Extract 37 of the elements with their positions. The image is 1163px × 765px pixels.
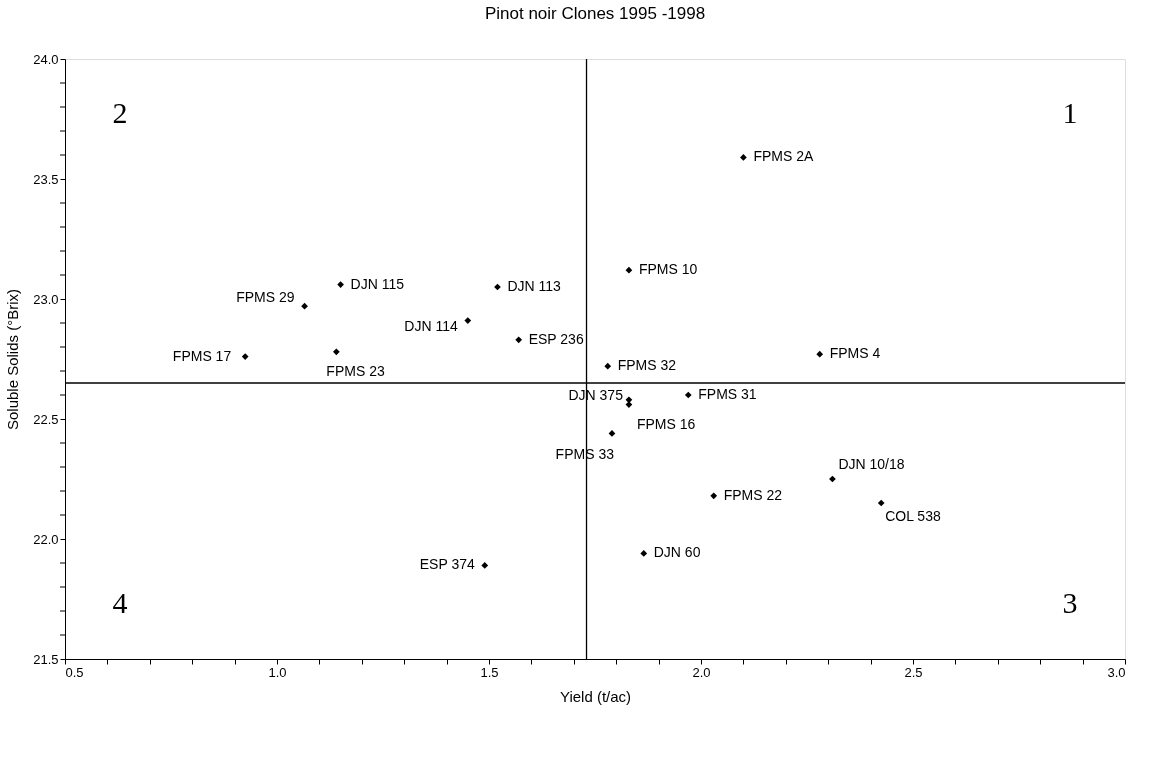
y-tick-label: 22.5 [33, 411, 59, 427]
series-label: FPMS 4 [829, 345, 881, 362]
chart-title: Pinot noir Clones 1995 -1998 [484, 4, 706, 23]
y-tick-label: 23.0 [33, 291, 59, 307]
x-tick-label: 2.0 [692, 664, 711, 680]
series-label: DJN 114 [404, 317, 459, 334]
series-label: DJN 115 [350, 275, 405, 292]
annotation: 2 [112, 96, 128, 129]
y-tick-label: 23.5 [33, 171, 59, 187]
series-label: FPMS 23 [326, 362, 385, 379]
annotation: 1 [1062, 96, 1078, 129]
x-tick-label: 0.5 [65, 664, 84, 680]
series-label: DJN 60 [653, 544, 701, 561]
x-tick-label: 3.0 [1107, 664, 1126, 680]
y-tick-label: 22.0 [33, 531, 59, 547]
x-axis-title: Yield (t/ac) [559, 687, 632, 705]
x-tick-label: 1.0 [268, 664, 287, 680]
series-label: FPMS 10 [638, 261, 698, 278]
series-label: DJN 113 [507, 278, 562, 294]
series-label: FPMS 32 [617, 357, 677, 374]
annotation: 4 [112, 586, 128, 619]
y-tick-label: 21.5 [33, 651, 59, 667]
series-label: FPMS 16 [636, 415, 696, 432]
series-label: ESP 374 [419, 556, 475, 573]
y-tick-label: 24.0 [33, 51, 59, 67]
series-label: DJN 10/18 [838, 456, 905, 472]
series-label: FPMS 22 [723, 486, 783, 503]
series-label: ESP 236 [528, 330, 584, 347]
x-tick-label: 1.5 [480, 664, 499, 680]
annotation: 3 [1062, 586, 1078, 619]
x-tick-label: 2.5 [904, 664, 923, 680]
y-axis-title: Soluble Solids (°Brix) [4, 288, 22, 431]
series-label: FPMS 17 [172, 347, 232, 364]
series-label: FPMS 31 [698, 386, 757, 402]
series-label: FPMS 2A [753, 148, 814, 165]
series-label: COL 538 [885, 508, 941, 524]
series-label: FPMS 29 [236, 289, 295, 306]
